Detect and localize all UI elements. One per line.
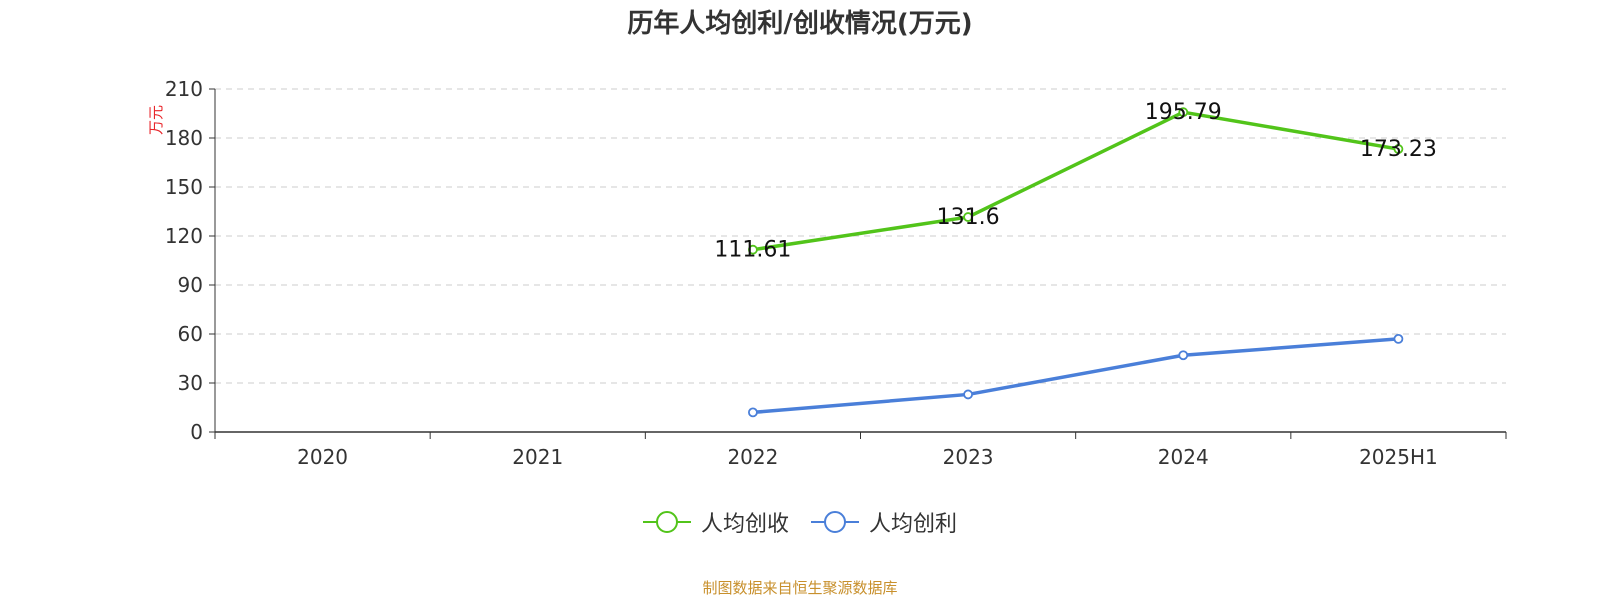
legend-revenue-label: 人均创收 — [700, 512, 789, 537]
y-tick-label: 60 — [178, 322, 203, 346]
y-tick-label: 180 — [165, 126, 203, 150]
legend-profit-icon — [811, 511, 859, 533]
legend: 人均创收 人均创利 — [0, 506, 1600, 538]
y-tick-label: 210 — [165, 77, 203, 101]
legend-item-revenue[interactable]: 人均创收 — [642, 506, 789, 538]
data-label: 131.6 — [937, 205, 1000, 230]
y-tick-label: 150 — [165, 175, 203, 199]
y-tick-label: 0 — [190, 420, 203, 444]
data-label: 111.61 — [714, 238, 791, 263]
data-point[interactable] — [748, 407, 758, 418]
data-point[interactable] — [748, 244, 758, 255]
legend-profit-label: 人均创利 — [869, 512, 958, 537]
source-note: 制图数据来自恒生聚源数据库 — [702, 579, 898, 597]
axes: 万元 0 30 60 90 120 150 180 210 2020 2021 2022 2023 20… — [147, 77, 1507, 469]
data-label: 173.23 — [1360, 137, 1437, 162]
x-tick-label: 2024 — [1158, 445, 1209, 469]
data-point[interactable] — [1393, 144, 1404, 154]
series-line-1 — [751, 337, 1401, 415]
data-point[interactable] — [963, 212, 973, 222]
data-point[interactable] — [1178, 107, 1189, 118]
data-point[interactable] — [1178, 350, 1189, 361]
series-lines — [748, 107, 1404, 418]
data-point[interactable] — [1393, 333, 1404, 344]
x-tick-label: 2020 — [297, 445, 348, 469]
x-tick-label: 2023 — [943, 445, 994, 469]
y-tick-label: 120 — [165, 224, 203, 248]
y-axis-label: 万元 — [147, 105, 165, 135]
legend-revenue-icon — [642, 511, 691, 533]
y-tick-label: 30 — [178, 371, 203, 395]
series-line-0 — [751, 110, 1401, 252]
chart-title: 历年人均创利/创收情况(万元) — [627, 9, 973, 39]
data-point[interactable] — [963, 389, 973, 400]
data-labels: 111.61 131.6 195.79 173.23 — [714, 100, 1436, 262]
legend-item-profit[interactable]: 人均创利 — [811, 506, 957, 538]
data-label: 195.79 — [1145, 100, 1222, 125]
x-tick-label: 2021 — [512, 445, 563, 469]
y-tick-label: 90 — [178, 273, 203, 297]
x-tick-label: 2022 — [727, 445, 778, 469]
x-tick-label: 2025H1 — [1359, 445, 1438, 469]
